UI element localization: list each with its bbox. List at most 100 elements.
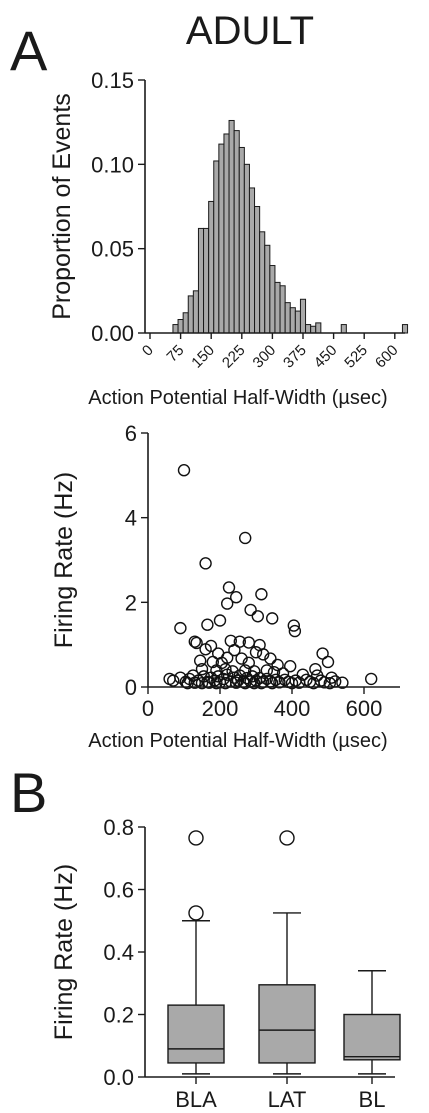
scatter-chart: Firing Rate (Hz) Action Potential Half-W… — [50, 421, 400, 752]
histogram-bar — [259, 231, 266, 334]
histogram-chart: Proportion of Events Action Potential Ha… — [48, 68, 409, 409]
histogram-x-tick-label: 0 — [139, 342, 157, 360]
scatter-point — [246, 670, 259, 683]
histogram-bar — [269, 265, 276, 334]
boxplot-y-axis-label: Firing Rate (Hz) — [50, 864, 78, 1040]
histogram-y-axis-label: Proportion of Events — [48, 93, 76, 320]
scatter-point — [220, 597, 234, 610]
scatter-point — [210, 676, 223, 690]
histogram-bar — [187, 295, 194, 334]
scatter-point — [195, 662, 209, 676]
scatter-point — [287, 619, 300, 632]
histogram-bar — [340, 324, 347, 334]
histogram-y-tick-label: 0.10 — [91, 152, 134, 177]
histogram-bar — [182, 312, 189, 334]
boxplot-category-label: BL — [359, 1087, 386, 1112]
scatter-point — [244, 603, 257, 617]
scatter-point — [174, 621, 187, 635]
boxplot-outlier — [188, 830, 204, 846]
scatter-point — [206, 655, 220, 669]
histogram-bar — [315, 322, 322, 334]
histogram-bar — [208, 200, 215, 334]
histogram-bar — [274, 281, 281, 334]
histogram-bars — [172, 119, 409, 334]
boxplot-box — [343, 1013, 401, 1061]
scatter-point — [193, 654, 207, 667]
scatter-point — [269, 673, 282, 686]
scatter-x-tick-label: 600 — [346, 696, 383, 721]
panel-a-label: A — [10, 19, 48, 82]
boxplot-y-tick-label: 0.8 — [103, 815, 134, 840]
histogram-x-tick-label: 375 — [280, 342, 310, 372]
scatter-point — [195, 676, 209, 690]
scatter-point — [288, 624, 302, 638]
histogram-bar — [197, 227, 205, 334]
histogram-bar — [172, 324, 179, 334]
scatter-y-tick-label: 6 — [125, 421, 137, 446]
scatter-point — [199, 557, 212, 570]
scatter-point — [307, 676, 320, 690]
scatter-point — [247, 676, 261, 690]
histogram-bar — [192, 290, 199, 334]
boxplot-outlier — [188, 905, 204, 921]
boxplot-y-tick-label: 0.2 — [103, 1003, 134, 1028]
histogram-bar — [248, 187, 256, 334]
scatter-y-tick-label: 0 — [125, 675, 137, 700]
histogram-bar — [238, 146, 245, 334]
scatter-point — [266, 612, 279, 625]
histogram-bar — [289, 307, 296, 334]
scatter-point — [188, 635, 202, 648]
histogram-bar — [213, 160, 220, 334]
scatter-point — [188, 676, 202, 689]
histogram-bar — [294, 310, 301, 334]
histogram-bar — [228, 119, 235, 334]
histogram-bar — [177, 319, 184, 334]
histogram-bar — [203, 227, 210, 334]
scatter-point — [257, 648, 270, 661]
histogram-bar — [223, 133, 230, 334]
scatter-point — [228, 643, 241, 657]
boxplot-category-label: LAT — [268, 1087, 307, 1112]
scatter-x-axis-label: Action Potential Half-Width (µsec) — [88, 730, 387, 752]
scatter-point — [255, 588, 268, 601]
boxplot-box — [167, 1004, 225, 1064]
scatter-point — [321, 655, 335, 669]
histogram-y-tick-label: 0.15 — [91, 68, 134, 93]
boxplot-y-tick-label: 0.0 — [103, 1065, 134, 1090]
scatter-point — [266, 676, 279, 690]
histogram-x-tick-label: 75 — [164, 342, 188, 366]
histogram-x-tick-label: 525 — [341, 342, 371, 372]
scatter-x-tick-label: 200 — [202, 696, 239, 721]
scatter-point — [199, 643, 212, 656]
scatter-point — [222, 581, 236, 594]
scatter-point — [229, 676, 243, 689]
histogram-y-tick-label: 0.05 — [91, 237, 134, 262]
scatter-point — [249, 646, 263, 659]
scatter-point — [323, 676, 336, 690]
scatter-point — [251, 610, 264, 623]
boxplot-axes: 0.0 0.2 0.4 0.6 0.8 BLA LAT BL — [103, 815, 395, 1112]
histogram-bar — [243, 163, 250, 334]
scatter-x-tick-label: 400 — [274, 696, 311, 721]
boxplot-outlier — [279, 830, 295, 846]
scatter-point — [229, 591, 243, 604]
boxplot-category-label: BLA — [175, 1087, 217, 1112]
scatter-point — [336, 676, 349, 689]
histogram-x-axis-label: Action Potential Half-Width (µsec) — [88, 387, 387, 409]
histogram-bar — [284, 302, 291, 334]
scatter-point — [264, 652, 277, 665]
scatter-point — [181, 676, 194, 690]
histogram-x-tick-label: 450 — [311, 342, 341, 372]
boxplot-box — [258, 984, 316, 1064]
scatter-point — [235, 652, 248, 665]
histogram-bar — [401, 324, 409, 334]
scatter-point — [166, 674, 180, 687]
scatter-point — [177, 464, 191, 477]
scatter-points — [163, 464, 378, 690]
scatter-axes: 0 2 4 6 0 200 400 600 — [125, 421, 400, 721]
scatter-point — [365, 672, 378, 686]
scatter-x-tick-label: 0 — [142, 696, 154, 721]
boxplot-y-tick-label: 0.6 — [103, 878, 134, 903]
histogram-bar — [218, 143, 225, 334]
scatter-point — [220, 668, 234, 681]
